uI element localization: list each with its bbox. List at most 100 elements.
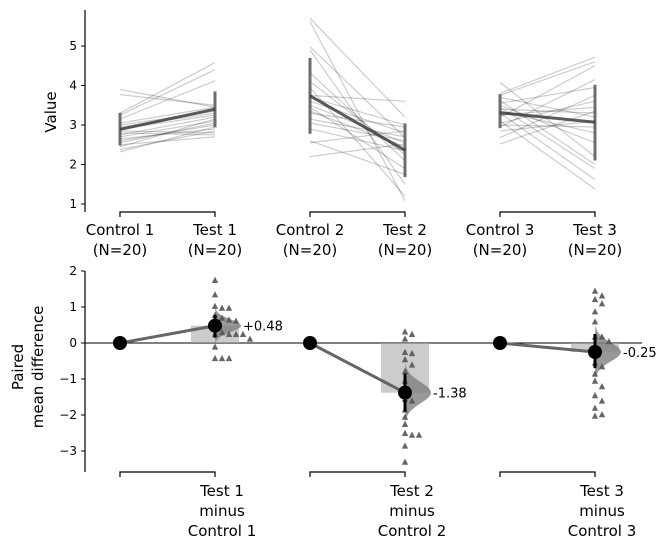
paired-difference-marker <box>408 397 416 404</box>
paired-difference-marker <box>591 295 599 303</box>
paired-observation-line <box>119 132 216 136</box>
paired-difference-marker <box>225 330 233 337</box>
control-n-label: (N=20) <box>283 241 338 259</box>
paired-difference-marker <box>408 349 416 357</box>
mean-difference-label: -1.38 <box>433 387 467 402</box>
mean-difference-marker <box>588 345 602 359</box>
paired-difference-marker <box>218 329 226 336</box>
comparison-label-line: minus <box>199 502 245 520</box>
paired-observation-line <box>309 96 406 126</box>
paired-difference-marker <box>218 304 226 311</box>
paired-difference-marker <box>239 330 247 337</box>
mean-difference-connector <box>309 341 406 395</box>
paired-difference-marker <box>598 411 606 418</box>
paired-difference-marker <box>598 333 606 340</box>
top-x-axis: Control 1 (N=20) Test 1 (N=20) Control 2 (N=2… <box>86 211 623 259</box>
paired-observation-line <box>119 88 216 108</box>
paired-difference-marker <box>401 413 409 420</box>
mean-slope-line <box>309 94 406 152</box>
paired-difference-marker <box>591 308 599 315</box>
top-y-axis-label: Value <box>42 91 60 132</box>
group-bracket <box>119 211 216 217</box>
paired-difference-marker <box>218 354 226 362</box>
mean-difference-connector <box>499 341 596 354</box>
top-y-tick-label: 2 <box>69 158 77 172</box>
paired-difference-marker <box>401 429 409 436</box>
paired-observation-line <box>119 130 216 134</box>
comparison-bracket <box>119 471 216 477</box>
control-n-label: (N=20) <box>93 241 148 259</box>
comparison-label-line: Test 1 <box>199 482 244 500</box>
paired-difference-marker <box>211 302 219 309</box>
paired-observation-line <box>309 106 406 169</box>
paired-observation-line <box>119 62 216 114</box>
mean-difference-label: -0.25 <box>623 346 657 361</box>
paired-difference-marker <box>591 412 599 419</box>
control-zero-marker <box>113 336 127 350</box>
paired-observation-line <box>309 118 406 138</box>
paired-difference-marker <box>408 330 416 337</box>
control-zero-marker <box>303 336 317 350</box>
paired-difference-marker <box>211 276 219 283</box>
bottom-x-axis: Test 1 minus Control 1 Test 2 minus Control 2… <box>119 471 636 540</box>
paired-observation-line <box>499 86 596 104</box>
paired-difference-marker <box>232 317 240 324</box>
paired-observation-line <box>309 46 406 139</box>
paired-observation-line <box>309 112 406 128</box>
mean-slope-lines <box>118 57 597 178</box>
paired-observation-line <box>499 120 596 132</box>
effect-size-group: -1.38 <box>303 328 467 465</box>
paired-difference-marker <box>211 291 219 298</box>
paired-difference-marker <box>591 392 599 399</box>
paired-difference-marker <box>211 343 219 350</box>
paired-difference-marker <box>401 335 409 342</box>
paired-difference-marker <box>408 431 416 438</box>
paired-observation-line <box>309 17 406 118</box>
mean-difference-marker <box>398 385 412 400</box>
paired-difference-marker <box>211 354 219 362</box>
paired-observation-line <box>309 128 406 152</box>
group-bracket <box>499 211 596 217</box>
effect-size-groups: +0.48 -1.38 -0.25 <box>113 276 657 465</box>
control-n-label: (N=20) <box>473 241 528 259</box>
mean-difference-marker <box>208 318 222 333</box>
paired-observation-line <box>119 126 216 153</box>
paired-observation-line <box>309 140 406 175</box>
paired-difference-marker <box>605 338 613 345</box>
comparison-label-line: Test 2 <box>389 482 434 500</box>
bottom-y-axis-label-line1: Paired <box>9 344 27 390</box>
paired-difference-marker <box>211 311 219 318</box>
bottom-y-tick-label: −1 <box>59 372 77 386</box>
paired-difference-marker <box>232 330 240 337</box>
paired-observation-line <box>119 130 216 151</box>
paired-observation-line <box>309 122 406 142</box>
paired-difference-marker <box>218 314 226 321</box>
test-n-label: (N=20) <box>188 241 243 259</box>
paired-observation-line <box>499 106 596 169</box>
paired-observation-line <box>499 100 596 124</box>
paired-observation-line <box>309 94 406 102</box>
paired-observation-line <box>309 49 406 185</box>
paired-observation-line <box>119 93 216 106</box>
paired-observation-line <box>499 120 596 190</box>
slope-lines <box>119 17 596 202</box>
paired-observation-line <box>499 61 596 96</box>
paired-difference-marker <box>598 397 606 404</box>
control-label: Control 3 <box>466 221 535 239</box>
paired-observation-line <box>499 100 596 165</box>
test-n-label: (N=20) <box>568 241 623 259</box>
paired-observation-line <box>499 104 596 144</box>
paired-observation-line <box>309 21 406 202</box>
paired-difference-marker <box>598 300 606 307</box>
control-label: Control 1 <box>86 221 155 239</box>
paired-difference-marker <box>401 420 409 427</box>
paired-observation-line <box>499 112 596 181</box>
effect-size-group: -0.25 <box>493 287 657 419</box>
bottom-y-ticks: 2 1 0 −1 −2 −3 <box>59 264 85 458</box>
paired-mean-difference-panel: 2 1 0 −1 −2 −3 Paired mean difference +0.48 -1… <box>9 264 657 540</box>
mean-slope-line <box>119 107 216 131</box>
paired-observation-line <box>309 72 406 161</box>
bottom-y-tick-label: −3 <box>59 444 77 458</box>
